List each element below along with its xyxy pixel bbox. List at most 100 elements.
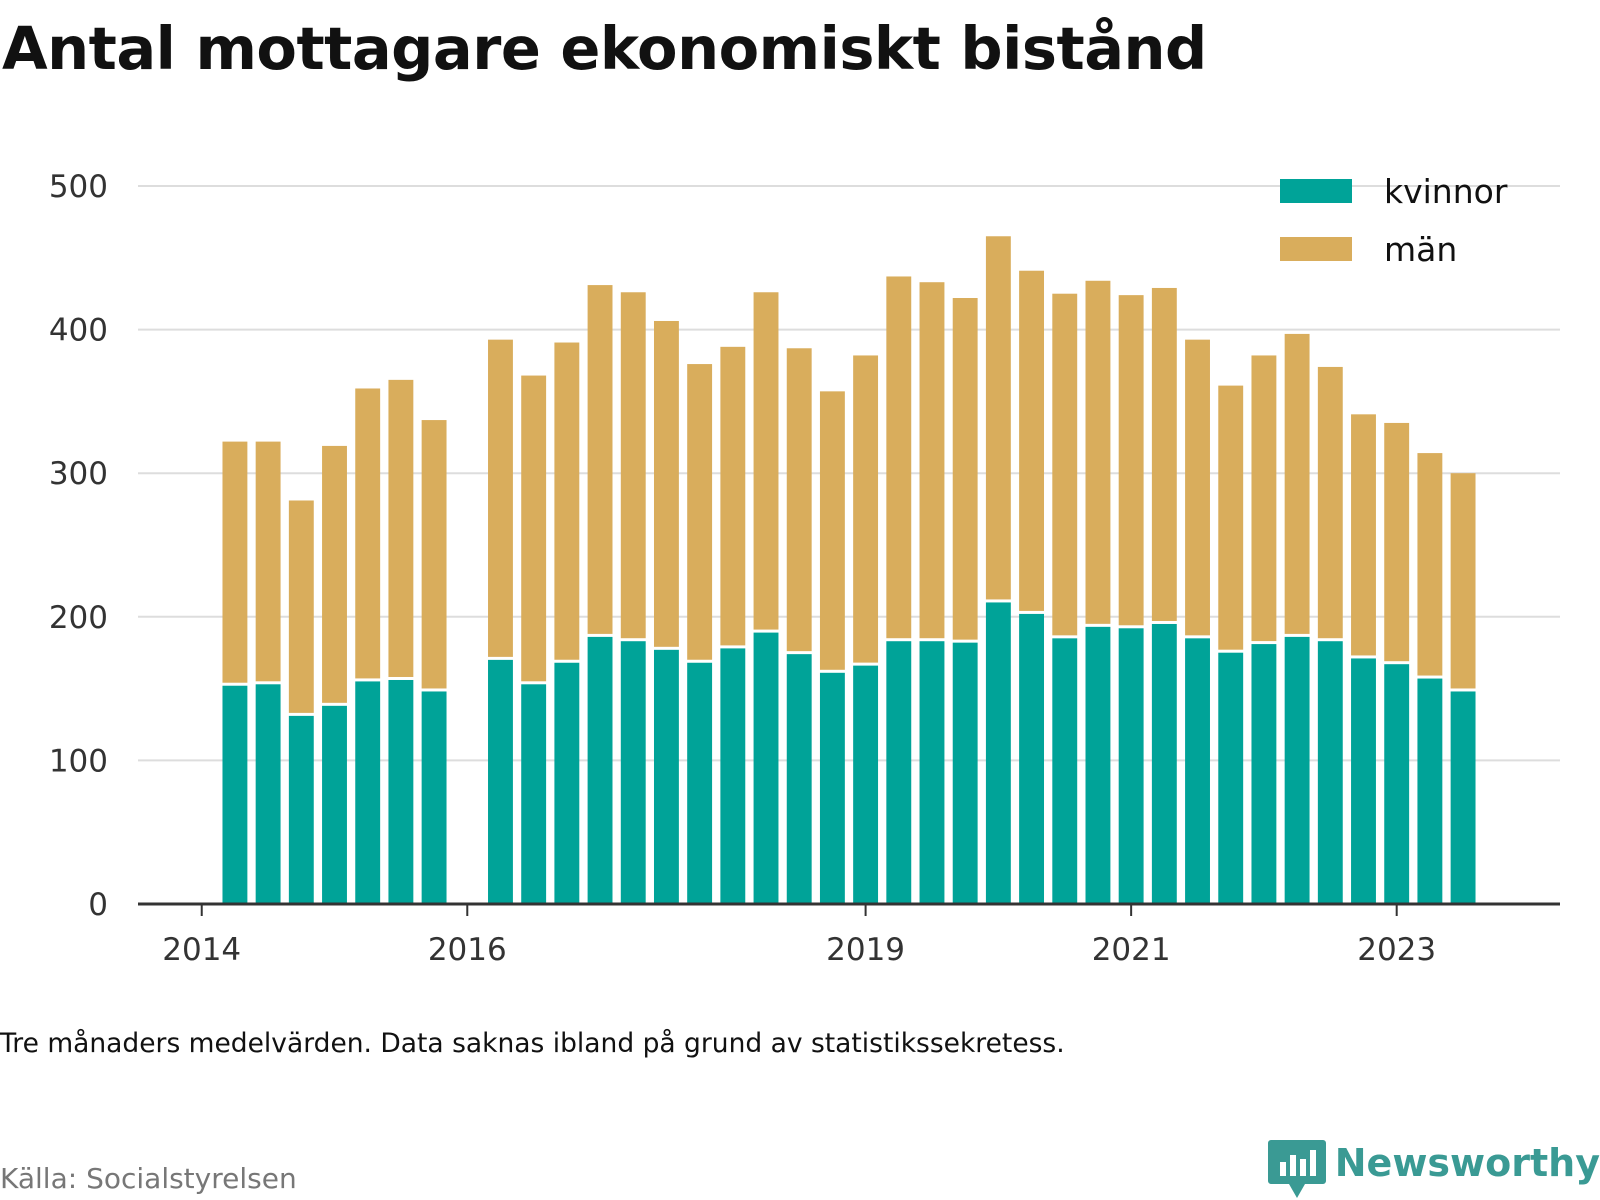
bar-man — [521, 375, 547, 682]
bar-man — [720, 346, 746, 646]
bar-man — [587, 285, 613, 634]
bar-kvinnor — [1251, 644, 1277, 904]
legend-label: män — [1384, 230, 1457, 269]
bars — [222, 236, 1476, 904]
bar-man — [1118, 295, 1144, 626]
bar-man — [886, 276, 912, 639]
bar-kvinnor — [952, 642, 978, 904]
bar-kvinnor — [288, 715, 314, 904]
bar-man — [1085, 280, 1111, 624]
bar-man — [919, 282, 945, 639]
legend-label: kvinnor — [1384, 172, 1508, 211]
bar-kvinnor — [521, 684, 547, 904]
bar-man — [222, 441, 248, 683]
bar-man — [786, 348, 812, 652]
bar-kvinnor — [786, 654, 812, 904]
bar-kvinnor — [1185, 638, 1210, 904]
x-tick-label: 2016 — [428, 932, 507, 968]
bar-kvinnor — [819, 672, 845, 904]
bar-man — [1218, 385, 1244, 650]
y-tick-label: 500 — [49, 169, 108, 205]
bar-man — [1251, 355, 1277, 642]
bar-kvinnor — [1085, 626, 1111, 904]
bar-kvinnor — [753, 632, 779, 904]
bar-man — [1284, 333, 1310, 634]
bar-kvinnor — [1218, 652, 1244, 904]
y-tick-label: 400 — [49, 313, 108, 349]
bar-man — [1450, 473, 1476, 689]
legend-swatch — [1280, 237, 1352, 261]
bar-man — [355, 388, 381, 679]
bar-kvinnor — [919, 641, 945, 904]
bar-man — [952, 298, 978, 640]
bar-kvinnor — [388, 679, 414, 904]
bar-man — [1151, 287, 1177, 621]
bar-kvinnor — [653, 649, 679, 904]
bar-man — [554, 342, 580, 660]
bar-kvinnor — [1284, 636, 1310, 904]
bar-man — [819, 391, 845, 670]
bar-kvinnor — [554, 662, 580, 904]
bar-kvinnor — [1317, 641, 1343, 904]
bar-man — [985, 236, 1011, 600]
x-tick-label: 2021 — [1092, 932, 1171, 968]
legend: kvinnor män — [1280, 172, 1508, 269]
bar-man — [753, 292, 779, 630]
bar-man — [1417, 453, 1443, 676]
newsworthy-logo: Newsworthy — [1267, 1138, 1600, 1200]
y-tick-label: 300 — [49, 456, 108, 492]
bar-kvinnor — [853, 665, 879, 904]
bar-man — [288, 500, 314, 713]
bar-man — [1019, 270, 1045, 611]
chart-note: Tre månaders medelvärden. Data saknas ib… — [0, 1028, 1065, 1059]
y-tick-label: 200 — [49, 600, 108, 636]
bar-kvinnor — [355, 681, 381, 904]
bar-man — [1317, 366, 1343, 639]
bar-kvinnor — [488, 659, 513, 904]
legend-swatch — [1280, 179, 1352, 203]
bar-kvinnor — [322, 705, 347, 904]
bar-man — [388, 379, 414, 677]
bar-kvinnor — [421, 691, 447, 904]
bar-man — [1185, 339, 1210, 636]
bar-kvinnor — [687, 662, 713, 904]
bar-kvinnor — [886, 641, 912, 904]
bar-man — [1351, 414, 1376, 656]
x-axis: 2014 2016 2019 2021 2023 — [138, 902, 1560, 968]
bar-kvinnor — [1019, 613, 1045, 904]
bar-man — [322, 445, 347, 703]
x-tick-label: 2014 — [162, 932, 241, 968]
bar-man — [255, 441, 281, 682]
chart-title: Antal mottagare ekonomiskt bistånd — [2, 14, 1207, 83]
bar-man — [1052, 293, 1078, 636]
bar-man — [653, 320, 679, 647]
bar-kvinnor — [1151, 623, 1177, 904]
y-axis-labels: 0 100 200 300 400 500 — [49, 169, 108, 923]
bar-man — [488, 339, 513, 657]
bar-man — [687, 364, 713, 660]
bar-kvinnor — [1052, 638, 1078, 904]
bar-kvinnor — [1351, 658, 1376, 904]
bar-kvinnor — [1384, 664, 1410, 904]
source-credit: Källa: Socialstyrelsen — [0, 1162, 297, 1195]
y-tick-label: 0 — [88, 887, 108, 923]
bar-kvinnor — [620, 641, 646, 904]
x-tick-label: 2019 — [826, 932, 905, 968]
brand-name: Newsworthy — [1334, 1141, 1600, 1185]
bar-kvinnor — [1118, 628, 1144, 904]
bar-kvinnor — [587, 636, 613, 904]
bar-kvinnor — [1417, 678, 1443, 904]
x-tick-label: 2023 — [1357, 932, 1436, 968]
bar-kvinnor — [720, 648, 746, 904]
gridlines — [138, 185, 1560, 762]
bar-man — [620, 292, 646, 639]
bar-man — [1384, 422, 1410, 662]
newsworthy-logo-icon — [1267, 1140, 1326, 1198]
bar-man — [853, 355, 879, 663]
bar-kvinnor — [1450, 691, 1476, 904]
y-tick-label: 100 — [49, 743, 108, 779]
bar-kvinnor — [255, 684, 281, 904]
bar-kvinnor — [222, 685, 248, 904]
bar-man — [421, 420, 447, 689]
